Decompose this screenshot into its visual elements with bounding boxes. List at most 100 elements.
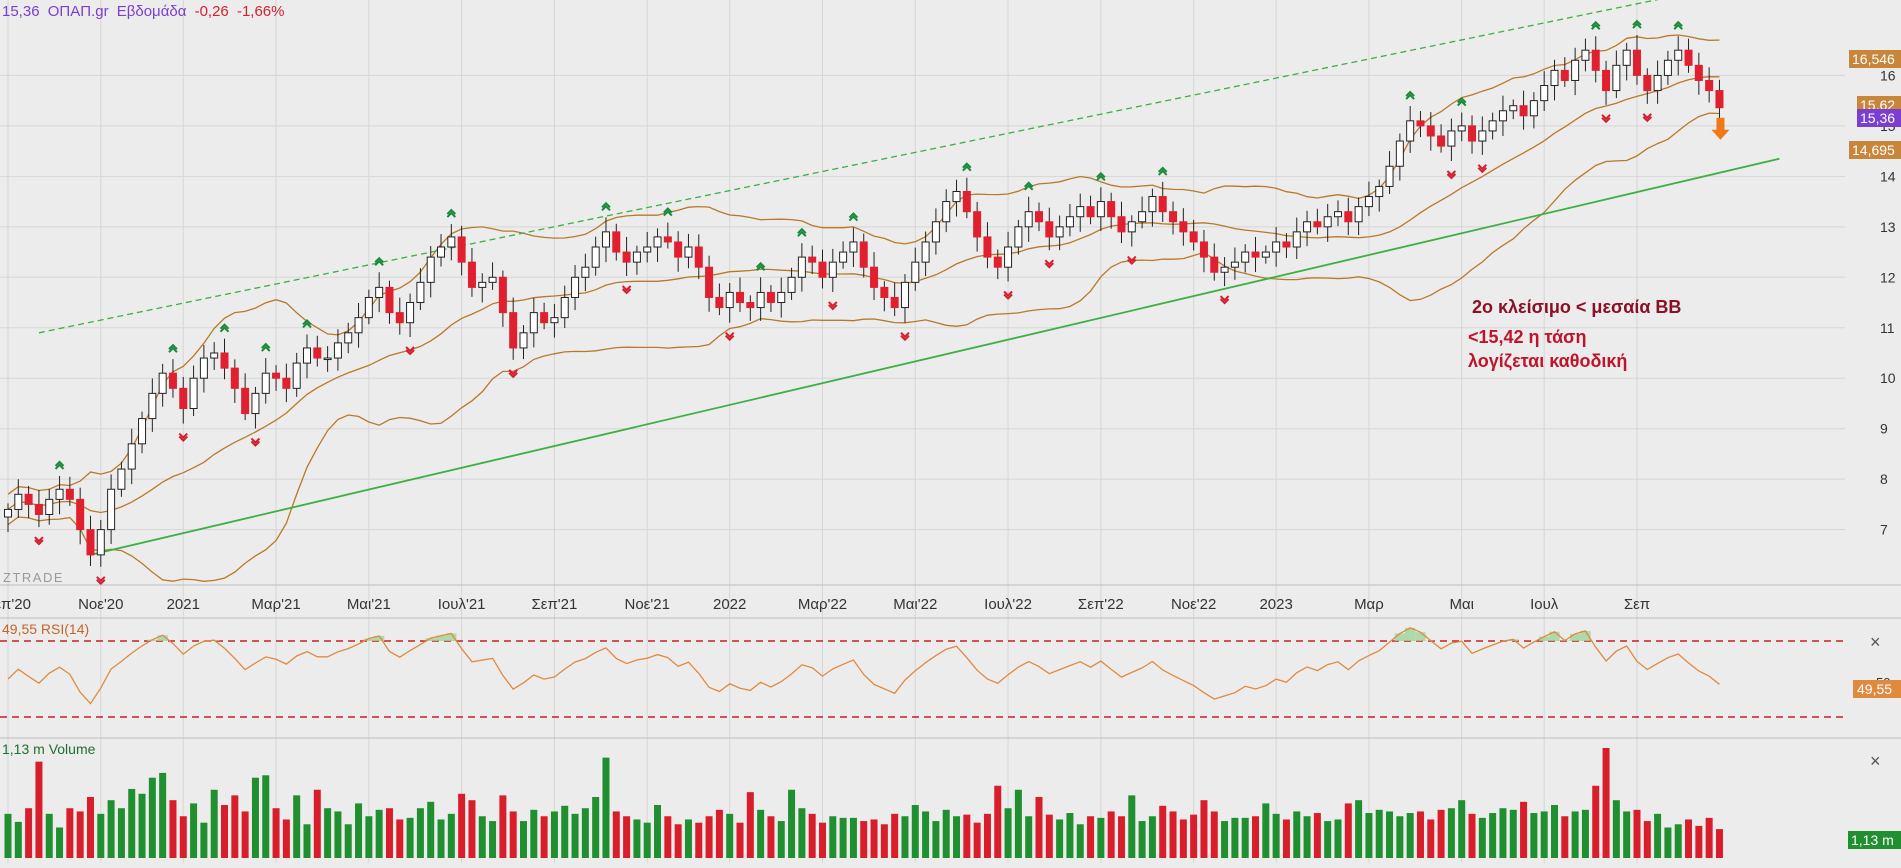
fractal-down-arrow (35, 537, 43, 544)
volume-bar (994, 786, 1001, 858)
volume-bar (819, 823, 826, 858)
volume-bar (1613, 800, 1620, 858)
volume-bar (809, 814, 816, 858)
candle (685, 234, 692, 268)
candle (56, 476, 63, 514)
volume-bar (1293, 811, 1300, 858)
volume-bar (829, 816, 836, 858)
rsi-close-icon[interactable]: × (1870, 632, 1881, 652)
x-tick-label: Σεπ'22 (1078, 596, 1124, 613)
volume-bar (1407, 813, 1414, 858)
fractal-up-arrow (303, 320, 311, 327)
candle (1448, 119, 1455, 161)
fractal-up-arrow (447, 210, 455, 217)
volume-bar (1396, 816, 1403, 858)
badge-upper-bb: 16,546 (1849, 50, 1901, 68)
volume-bar (510, 811, 517, 858)
fractal-up-arrow (221, 325, 229, 332)
candle (1386, 151, 1393, 194)
fractal-down-arrow (1221, 296, 1229, 303)
volume-bar (1005, 808, 1012, 858)
fractal-down-arrow (406, 347, 414, 354)
candle (499, 270, 506, 326)
volume-bar (468, 800, 475, 858)
candle (252, 387, 259, 429)
volume-bar (417, 808, 424, 858)
candle (974, 202, 981, 252)
candle (1706, 67, 1713, 102)
candle (1633, 35, 1640, 85)
volume-bar (891, 814, 898, 858)
volume-bar (56, 827, 63, 858)
volume-bar (355, 803, 362, 858)
candle (159, 364, 166, 407)
volume-bar (602, 758, 609, 858)
candle (1262, 246, 1269, 264)
candle (190, 366, 197, 416)
candle (262, 358, 269, 404)
x-tick-label: Μαι'22 (893, 596, 937, 613)
volume-bar (1108, 811, 1115, 858)
volume-bar (943, 810, 950, 858)
volume-bar (108, 800, 115, 858)
volume-bar (376, 810, 383, 858)
candle (25, 486, 32, 518)
candle (231, 359, 238, 403)
x-tick-label: Νοε'20 (78, 596, 123, 613)
volume-bar (664, 816, 671, 858)
candle (1211, 244, 1218, 281)
candle (1252, 237, 1259, 272)
candle (139, 412, 146, 454)
volume-bar (860, 821, 867, 858)
candle (1685, 39, 1692, 73)
candle (572, 265, 579, 310)
x-axis-labels: Σεπ'20Νοε'202021Μαρ'21Μαι'21Ιουλ'21Σεπ'2… (0, 596, 1650, 613)
candle (211, 342, 218, 370)
volume-bar (35, 762, 42, 858)
candle (293, 353, 300, 397)
volume-bar (1551, 805, 1558, 858)
volume-bar (242, 811, 249, 858)
volume-bar (15, 822, 22, 858)
svg-text:15,36: 15,36 (1860, 110, 1895, 126)
volume-bar (314, 790, 321, 858)
volume-bar (1097, 818, 1104, 858)
fractal-up-arrow (1406, 92, 1414, 99)
volume-bar (1056, 819, 1063, 858)
price-tick-label: 12 (1880, 269, 1896, 285)
volume-bar (788, 790, 795, 858)
candle (1149, 189, 1156, 227)
candle (1015, 220, 1022, 255)
volume-bar (706, 816, 713, 858)
candle (334, 329, 341, 370)
signal-down-arrow (1711, 118, 1729, 140)
volume-bar (912, 805, 919, 858)
volume-bar (407, 818, 414, 858)
candle (561, 286, 568, 328)
badge-lower-bb: 14,695 (1849, 141, 1901, 159)
volume-bar (654, 805, 661, 858)
volume-bar (479, 816, 486, 858)
volume-bar (159, 773, 166, 858)
candles (5, 35, 1723, 567)
volume-bar (1242, 818, 1249, 858)
fractal-down-arrow (1447, 171, 1455, 178)
candle (860, 233, 867, 277)
candle (757, 277, 764, 321)
volume-bar (1025, 816, 1032, 858)
volume-bar (613, 811, 620, 858)
price-tick-label: 9 (1880, 421, 1888, 437)
annotation-line-2: <15,42 η τάση (1468, 327, 1586, 347)
volume-close-icon[interactable]: × (1870, 751, 1881, 771)
volume-bar (1530, 813, 1537, 858)
volume-bar (1118, 816, 1125, 858)
grid (0, 0, 1845, 863)
volume-bar (1365, 813, 1372, 858)
candle (592, 237, 599, 276)
volume-bar (1623, 811, 1630, 858)
candle (396, 298, 403, 335)
rsi-overbought-fill (1415, 632, 1425, 641)
volume-bar (1427, 819, 1434, 858)
fractal-up-arrow (1592, 22, 1600, 29)
fractal-up-arrow (56, 462, 64, 469)
